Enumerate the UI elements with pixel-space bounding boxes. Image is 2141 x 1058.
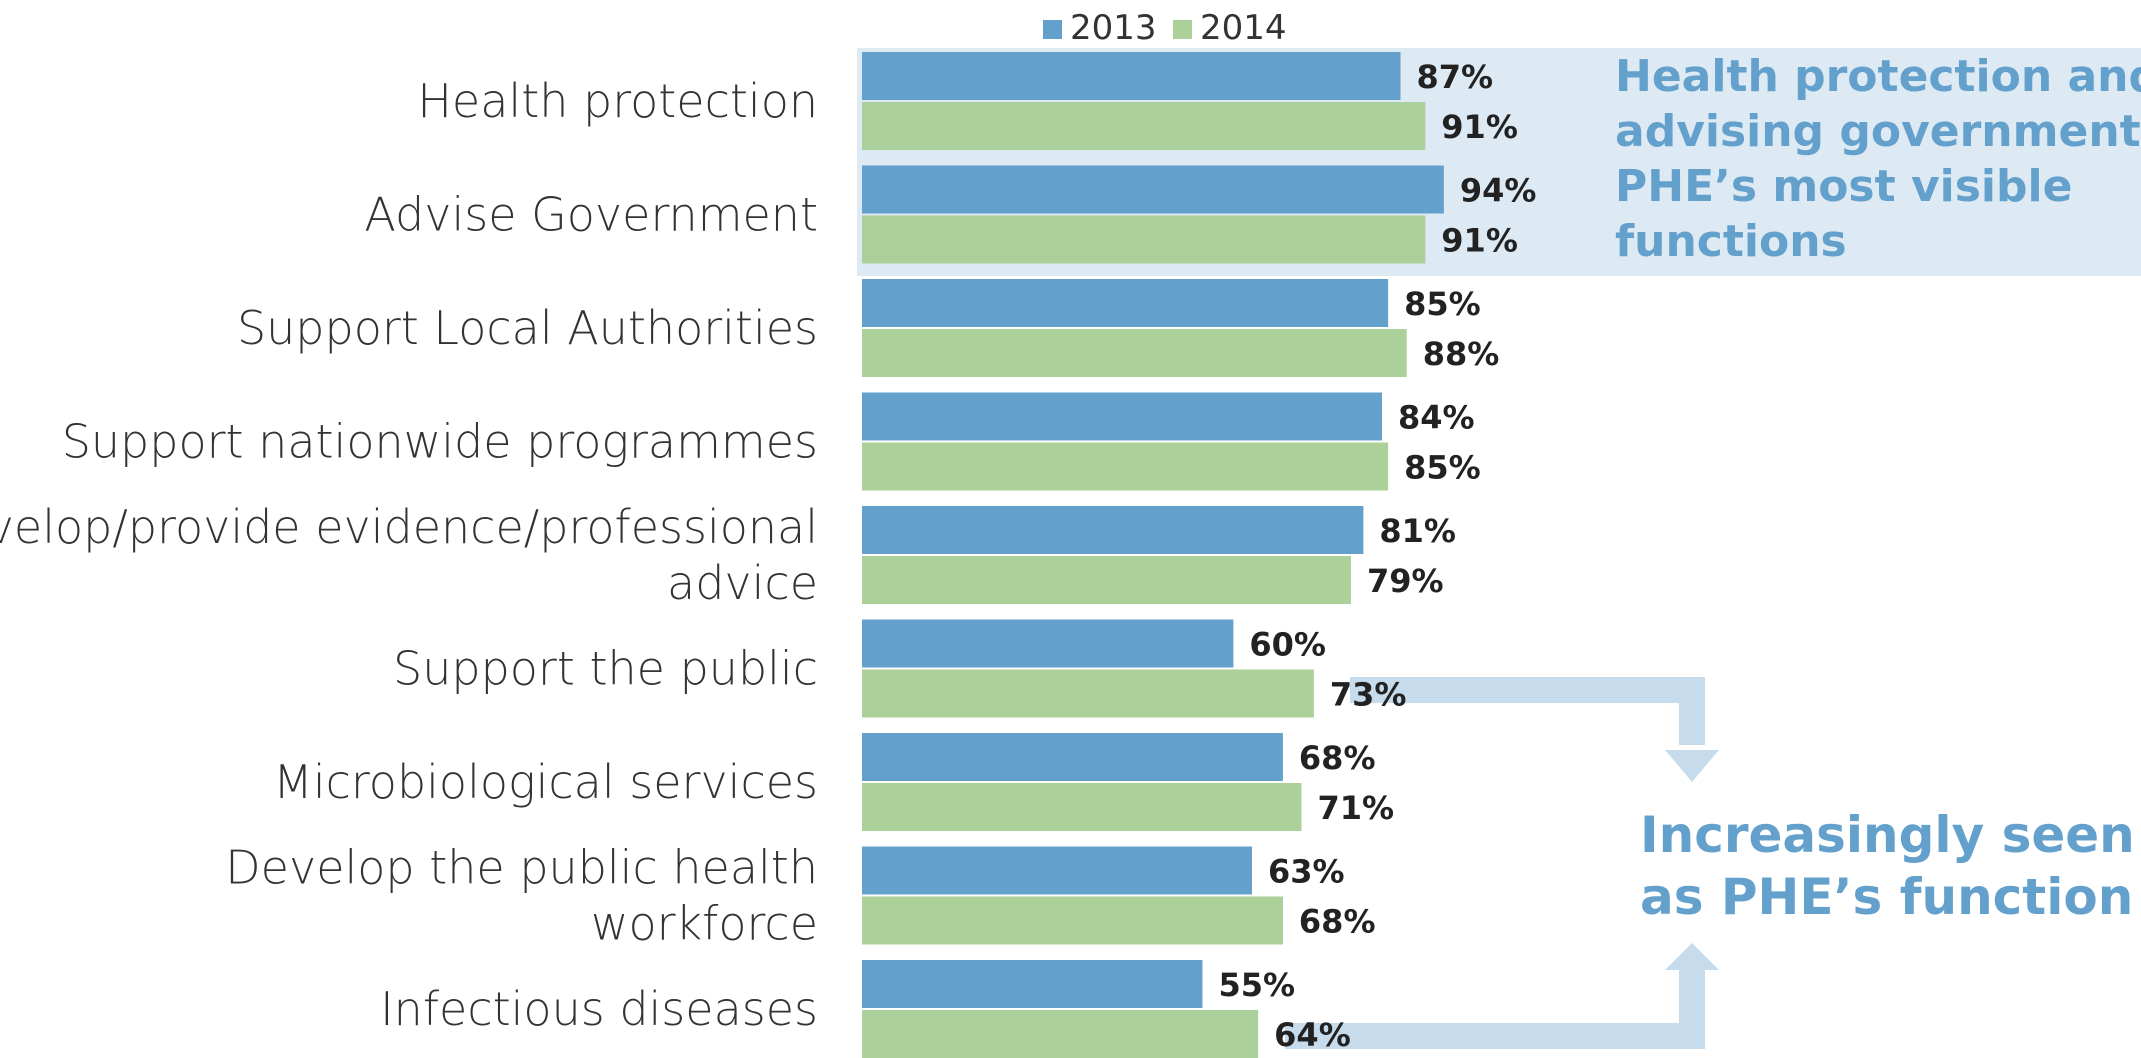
bar-2014-0 [862,102,1426,150]
category-label-7: Develop the public health workforce [225,841,818,951]
bar-2014-6 [862,783,1302,831]
legend-label-2013: 2013 [1070,8,1157,48]
value-label-2013-6: 68% [1299,739,1376,777]
bar-2014-8 [862,1010,1259,1058]
callouts: Health protection and advising government… [1615,51,2141,926]
bar-2013-0 [862,52,1401,100]
arrows [1285,677,1705,1049]
bar-2014-1 [862,215,1426,264]
category-label-4: Develop/provide evidence/professional adv… [0,500,818,610]
bar-2014-4 [862,556,1352,604]
value-label-2014-0: 91% [1441,108,1518,146]
category-label-5: Support the public [393,642,818,696]
bar-2013-3 [862,392,1382,441]
category-label-8: Infectious diseases [380,982,818,1036]
value-label-2014-4: 79% [1367,562,1444,600]
bar-2013-1 [862,165,1444,214]
arrow-down-line [1350,677,1705,745]
bar-2013-4 [862,506,1364,554]
value-label-2013-2: 85% [1404,285,1481,323]
legend: 2013 2014 [1043,8,1287,48]
bars [862,52,1444,1058]
category-label-6: Microbiological services [273,755,818,809]
value-label-2013-0: 87% [1417,58,1494,96]
value-label-2013-4: 81% [1379,512,1456,550]
value-label-2014-2: 88% [1423,335,1500,373]
value-label-2013-5: 60% [1249,626,1326,664]
legend-swatch-2013 [1043,20,1062,39]
bar-2013-8 [862,960,1203,1008]
bar-2013-7 [862,846,1252,895]
category-label-2: Support Local Authorities [237,301,818,355]
value-label-2014-3: 85% [1404,449,1481,487]
value-label-2014-8: 64% [1274,1016,1351,1054]
value-label-2013-1: 94% [1460,172,1537,210]
arrow-up-head [1665,943,1719,970]
bar-2013-2 [862,279,1389,327]
value-labels: 87% 91% 94% 91% 85% 88% 84% 85% 81% 79% 60%73% 68% 7… [1218,58,1536,1054]
bar-2013-6 [862,733,1283,781]
bar-2013-5 [862,619,1234,668]
bar-2014-5 [862,669,1314,718]
legend-swatch-2014 [1173,20,1192,39]
value-label-2013-7: 63% [1268,853,1345,891]
value-label-2014-1: 91% [1441,222,1518,260]
arrow-down-head [1665,750,1719,782]
value-label-2014-7: 68% [1299,903,1376,941]
category-label-0: Health protection [417,74,818,128]
legend-label-2014: 2014 [1200,8,1287,48]
bar-2014-3 [862,442,1389,491]
value-label-2013-8: 55% [1218,966,1295,1004]
bar-2014-7 [862,896,1283,945]
value-label-2014-6: 71% [1317,789,1394,827]
callout-increasingly-seen: Increasingly seen as PHE’s function [1640,806,2135,926]
callout-visible-functions: Health protection and advising government… [1615,51,2141,267]
category-label-3: Support nationwide programmes [62,415,818,469]
category-label-1: Advise Government [364,188,818,242]
value-label-2014-5: 73% [1330,676,1407,714]
category-labels: Health protection Advise Government Suppor… [0,74,818,1036]
bar-2014-2 [862,329,1407,377]
arrow-up-line [1285,965,1705,1049]
value-label-2013-3: 84% [1398,399,1475,437]
